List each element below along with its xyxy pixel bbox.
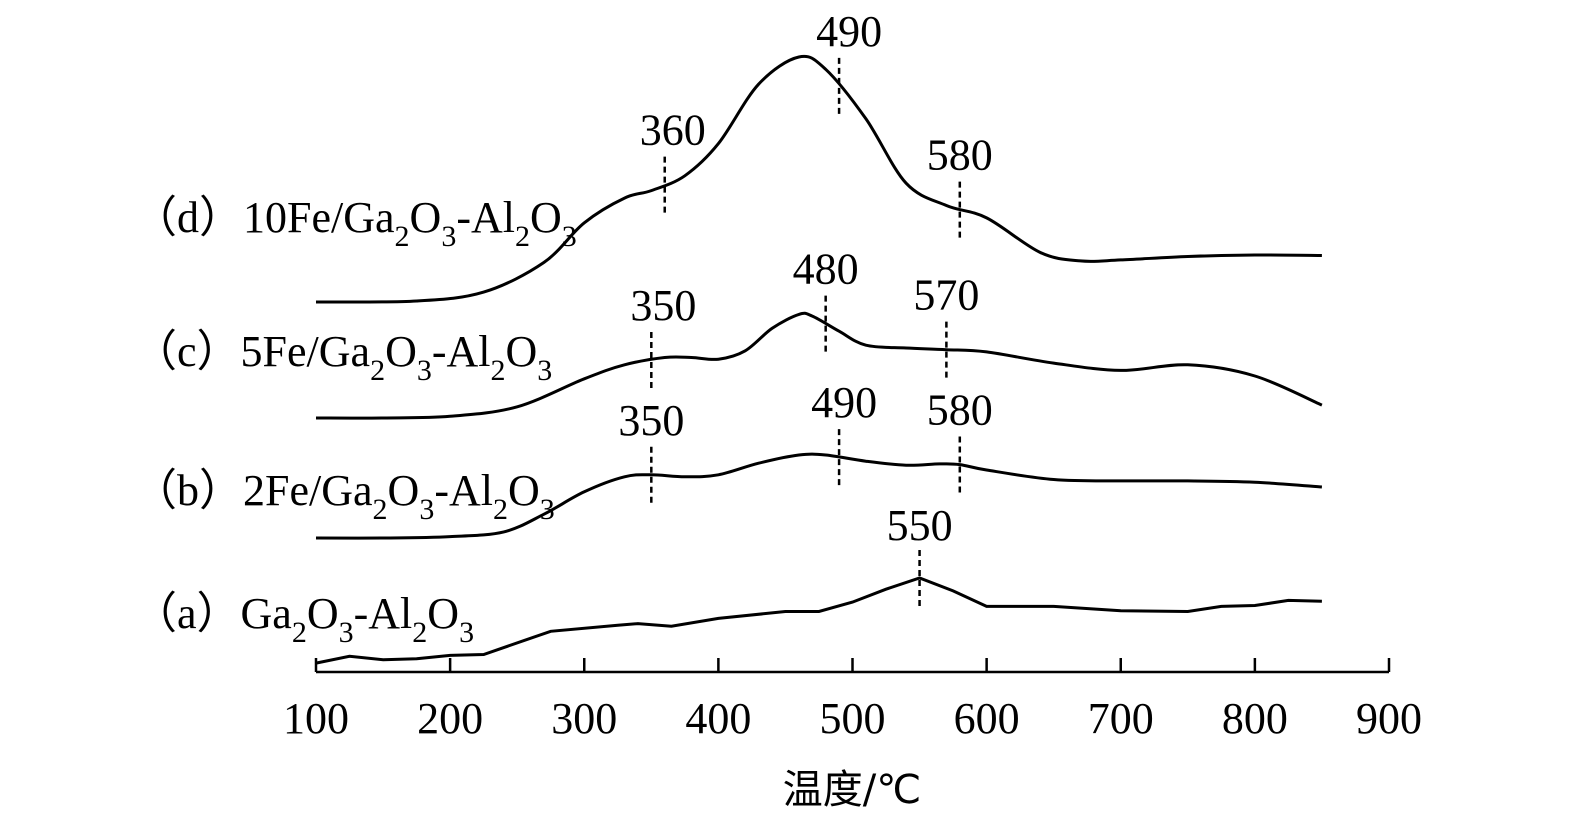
series-line-d xyxy=(315,54,1322,304)
series-label-part: -Al xyxy=(354,589,413,638)
series-line-b xyxy=(315,452,1323,540)
series-label-part: （d）10Fe/Ga xyxy=(133,193,395,242)
x-tick-label-400: 400 xyxy=(685,694,751,743)
series-label-part: 3 xyxy=(339,616,354,649)
peak-label-a-550: 550 xyxy=(887,501,953,550)
series-label-c: （c）5Fe/Ga2O3-Al2O3 xyxy=(133,327,552,387)
x-axis-label: 温度/℃ xyxy=(783,767,921,813)
series-label-part: O xyxy=(530,193,562,242)
series-label-part: O xyxy=(385,327,417,376)
peak-label-c-570: 570 xyxy=(913,271,979,320)
x-tick-label-800: 800 xyxy=(1222,694,1288,743)
series-label-part: 3 xyxy=(459,616,474,649)
series-label-part: 3 xyxy=(562,220,577,253)
series-line-c xyxy=(315,311,1323,420)
series-label-part: 3 xyxy=(540,493,555,526)
series-label-part: 2 xyxy=(491,354,506,387)
series-label-part: 2 xyxy=(493,493,508,526)
peak-label-b-350: 350 xyxy=(618,396,684,445)
peak-label-b-580: 580 xyxy=(927,386,993,435)
series-label-part: 2 xyxy=(515,220,530,253)
peak-label-d-490: 490 xyxy=(816,7,882,56)
x-axis-ticks: 100 200 300 400 500 600 700 800 900 xyxy=(283,658,1422,743)
x-tick-label-900: 900 xyxy=(1356,694,1422,743)
series-label-part: （a）Ga xyxy=(133,589,292,638)
series-label-part: -Al xyxy=(434,466,493,515)
peak-label-c-480: 480 xyxy=(793,245,859,294)
series-label-part: O xyxy=(307,589,339,638)
series-label-part: O xyxy=(506,327,538,376)
series-line-a xyxy=(315,576,1322,665)
x-tick-label-600: 600 xyxy=(954,694,1020,743)
series-label-part: 3 xyxy=(419,493,434,526)
series-label-d: （d）10Fe/Ga2O3-Al2O3 xyxy=(133,193,577,253)
x-tick-label-500: 500 xyxy=(820,694,886,743)
series-label-part: 2 xyxy=(370,354,385,387)
series-label-part: O xyxy=(410,193,442,242)
series-label-a: （a）Ga2O3-Al2O3 xyxy=(133,589,474,649)
series-label-part: 3 xyxy=(417,354,432,387)
peak-label-d-360: 360 xyxy=(640,106,706,155)
peak-label-d-580: 580 xyxy=(927,131,993,180)
series-label-part: （b）2Fe/Ga xyxy=(133,466,373,515)
series-label-part: -Al xyxy=(456,193,515,242)
series-label-part: 2 xyxy=(412,616,427,649)
x-tick-label-100: 100 xyxy=(283,694,349,743)
series-label-part: 2 xyxy=(395,220,410,253)
series-label-part: 2 xyxy=(373,493,388,526)
series-label-part: -Al xyxy=(432,327,491,376)
series-label-part: O xyxy=(508,466,540,515)
series-label-part: 3 xyxy=(441,220,456,253)
series-label-part: 2 xyxy=(292,616,307,649)
series-label-b: （b）2Fe/Ga2O3-Al2O3 xyxy=(133,466,555,526)
peak-label-b-490: 490 xyxy=(811,378,877,427)
x-tick-label-700: 700 xyxy=(1088,694,1154,743)
peak-label-c-350: 350 xyxy=(630,281,696,330)
x-tick-label-200: 200 xyxy=(417,694,483,743)
x-tick-label-300: 300 xyxy=(551,694,617,743)
series-label-part: O xyxy=(388,466,420,515)
series-label-part: O xyxy=(427,589,459,638)
series-label-part: （c）5Fe/Ga xyxy=(133,327,370,376)
series-label-part: 3 xyxy=(537,354,552,387)
